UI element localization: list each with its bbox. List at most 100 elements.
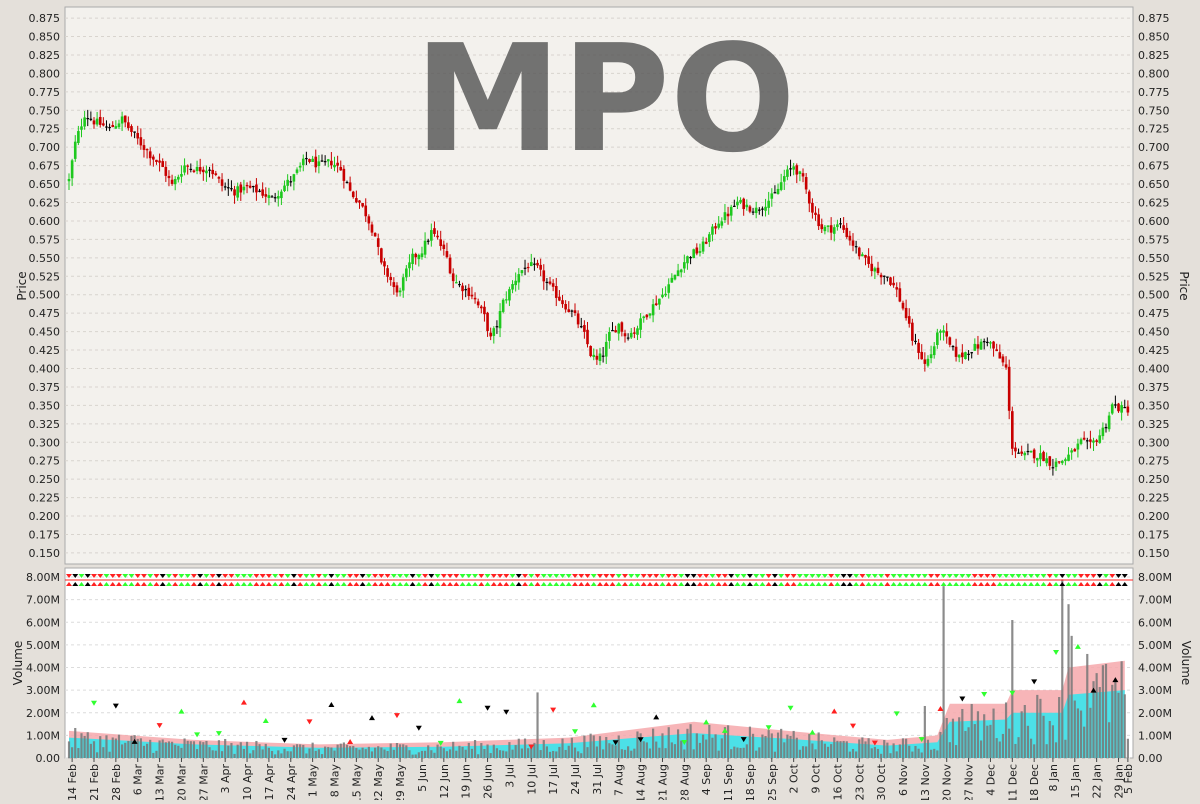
- signal-marker-up: [484, 582, 491, 586]
- volume-bar: [939, 731, 942, 758]
- candle-body: [1117, 403, 1120, 412]
- signal-marker-up: [1071, 582, 1078, 586]
- candle-body: [158, 160, 161, 163]
- candle-body: [1085, 440, 1089, 442]
- candle-body: [692, 249, 696, 259]
- signal-marker-down: [272, 574, 279, 578]
- volume-bar: [689, 724, 692, 758]
- volume-axis-left: 0.00 1.00M 2.00M 3.00M 4.00M 5.00M 6.00M 7.00M 8…: [26, 571, 60, 765]
- signal-marker-down: [665, 574, 672, 578]
- volume-bar: [920, 752, 923, 758]
- candle-body: [486, 312, 489, 332]
- price-tick-label: 0.700: [1138, 141, 1170, 154]
- volume-bar: [1011, 620, 1014, 758]
- volume-bar: [1123, 694, 1126, 758]
- volume-bar: [773, 751, 777, 758]
- volume-bar: [583, 735, 586, 758]
- signal-marker-up: [447, 582, 454, 586]
- signal-marker-up: [228, 582, 235, 586]
- volume-arrow-down: [484, 705, 491, 711]
- signal-marker-up: [528, 582, 535, 586]
- volume-bar: [483, 749, 486, 758]
- candle-body: [255, 184, 258, 193]
- volume-bar: [736, 747, 739, 758]
- candle-body: [89, 118, 93, 120]
- price-tick-label: 0.200: [1138, 510, 1170, 523]
- candle-body: [976, 344, 980, 349]
- volume-bar: [158, 740, 161, 758]
- volume-arrow-up: [178, 708, 185, 714]
- signal-marker-up: [796, 582, 803, 586]
- signal-marker-down: [134, 574, 141, 578]
- volume-arrow-down: [415, 725, 422, 731]
- date-tick-label: 18 Dec: [1028, 764, 1041, 800]
- volume-bar: [461, 746, 464, 758]
- volume-arrow-down: [550, 707, 557, 713]
- signal-marker-up: [603, 582, 610, 586]
- candle-body: [430, 230, 433, 241]
- signal-marker-down: [203, 574, 210, 578]
- candle-body: [511, 284, 514, 290]
- candle-body: [105, 126, 108, 128]
- volume-bar: [858, 739, 861, 758]
- candle-body: [648, 313, 652, 316]
- candle-body: [348, 182, 352, 191]
- volume-bar: [236, 744, 239, 758]
- volume-arrow-down: [1009, 690, 1016, 696]
- signal-marker-up: [397, 582, 404, 586]
- volume-bar: [439, 746, 442, 758]
- signal-marker-down: [865, 574, 872, 578]
- volume-bar: [795, 737, 798, 758]
- price-tick-label: 0.275: [29, 455, 61, 468]
- volume-arrow-down: [981, 691, 988, 697]
- volume-bar: [430, 750, 433, 758]
- signal-marker-down: [434, 574, 441, 578]
- candle-body: [111, 124, 115, 128]
- candle-body: [589, 346, 592, 357]
- candle-body: [608, 331, 611, 341]
- candle-body: [726, 213, 730, 217]
- signal-marker-up: [684, 582, 691, 586]
- candle-body: [245, 184, 249, 187]
- candle-body: [333, 164, 336, 168]
- candle-body: [98, 116, 102, 125]
- signal-marker-down: [790, 574, 797, 578]
- volume-bar: [1104, 663, 1108, 758]
- candle-body: [742, 198, 745, 210]
- candle-body: [448, 257, 452, 274]
- signal-marker-down: [66, 574, 72, 578]
- volume-bar: [639, 733, 642, 758]
- price-tick-label: 0.400: [29, 362, 61, 375]
- volume-bar: [851, 748, 855, 758]
- candle-body: [192, 170, 196, 172]
- volume-bar: [864, 741, 867, 758]
- volume-bar: [498, 750, 502, 758]
- signal-marker-up: [659, 582, 666, 586]
- candle-body: [180, 173, 183, 177]
- signal-marker-down: [572, 574, 579, 578]
- candle-body: [167, 175, 171, 179]
- candle-body: [1104, 427, 1108, 429]
- signal-marker-down: [384, 574, 391, 578]
- signal-marker-up: [615, 582, 622, 586]
- volume-bar: [561, 738, 564, 758]
- volume-bar: [83, 735, 86, 758]
- candle-body: [892, 282, 895, 286]
- signal-marker-up: [409, 582, 416, 586]
- volume-bar: [389, 743, 392, 758]
- candle-body: [258, 190, 261, 192]
- price-axis-right: 0.150 0.175 0.200 0.225 0.250 0.275 0.300 0.325…: [1138, 12, 1170, 560]
- volume-bar: [283, 748, 286, 758]
- volume-bar: [214, 750, 217, 758]
- signal-marker-up: [1034, 582, 1041, 586]
- price-tick-label: 0.500: [29, 289, 61, 302]
- candle-body: [526, 266, 530, 269]
- candle-body: [380, 248, 383, 263]
- volume-bar: [945, 717, 948, 758]
- volume-bar: [186, 740, 189, 758]
- candle-body: [517, 274, 521, 283]
- volume-bar: [670, 742, 673, 758]
- signal-marker-up: [1096, 582, 1103, 586]
- volume-arrow-down: [681, 739, 688, 745]
- signal-marker-down: [1009, 574, 1016, 578]
